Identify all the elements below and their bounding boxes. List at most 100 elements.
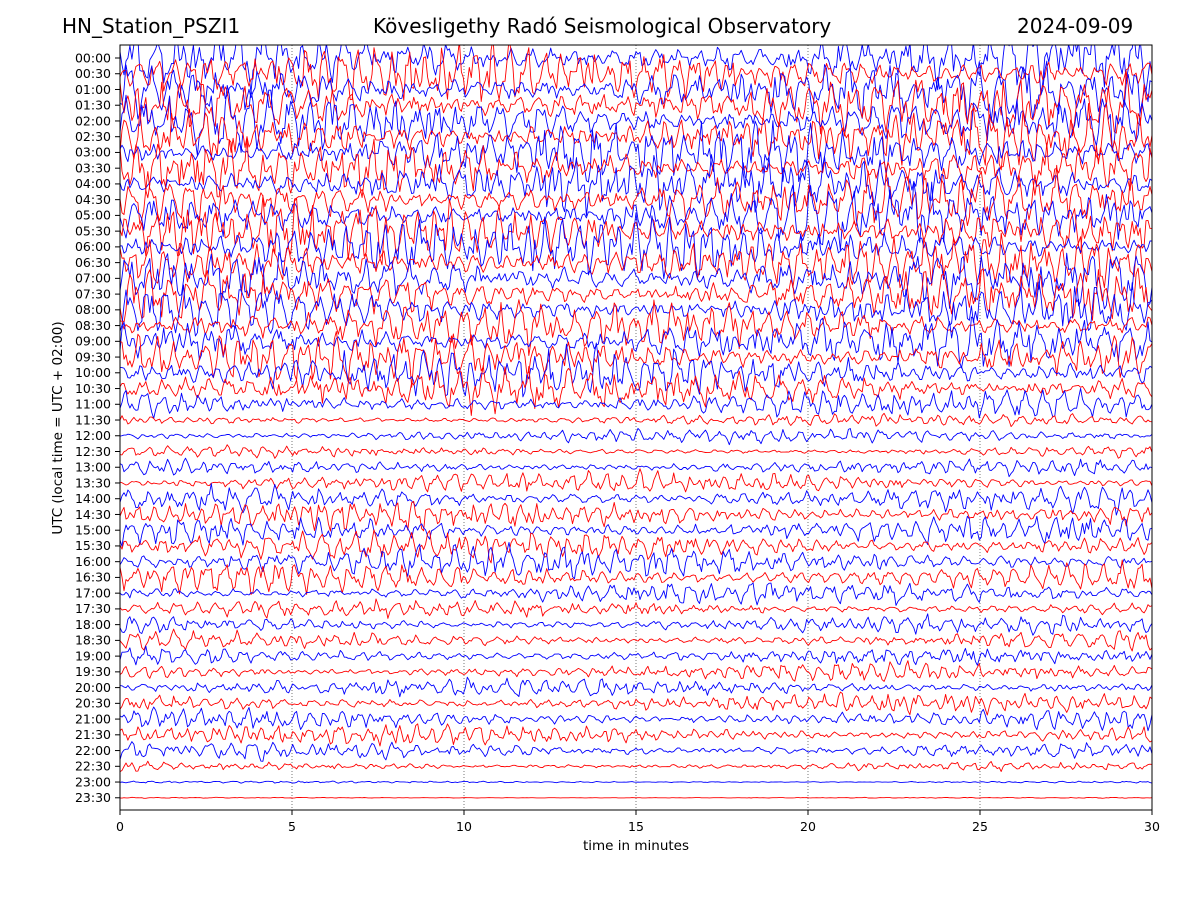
trace-2130: [120, 723, 1152, 747]
trace-2230: [120, 760, 1152, 773]
trace-1200: [120, 427, 1152, 446]
trace-0630: [120, 232, 1152, 289]
trace-1600: [120, 542, 1152, 580]
trace-1800: [120, 613, 1152, 636]
trace-1830: [120, 628, 1152, 652]
y-tick-label: 18:30: [75, 633, 111, 648]
trace-1530: [120, 529, 1152, 564]
y-tick-label: 20:00: [75, 680, 111, 695]
y-tick-label: 06:00: [75, 239, 111, 254]
y-tick-label: 04:30: [75, 192, 111, 207]
y-tick-label: 22:00: [75, 743, 111, 758]
trace-1430: [120, 500, 1152, 532]
x-axis-label: time in minutes: [583, 838, 689, 854]
y-tick-label: 21:30: [75, 727, 111, 742]
y-tick-label: 19:30: [75, 664, 111, 679]
chart-title: Kövesligethy Radó Seismological Observat…: [373, 14, 832, 38]
trace-1300: [120, 457, 1152, 478]
y-tick-label: 14:00: [75, 491, 111, 506]
trace-0330: [120, 137, 1152, 199]
y-tick-label: 16:30: [75, 570, 111, 585]
y-tick-label: 00:00: [75, 50, 111, 65]
x-tick-label: 10: [456, 819, 472, 834]
trace-1500: [120, 515, 1152, 547]
y-tick-label: 01:30: [75, 98, 111, 113]
y-tick-label: 11:00: [75, 397, 111, 412]
y-tick-label: 19:00: [75, 648, 111, 663]
trace-0900: [120, 316, 1152, 369]
trace-1000: [120, 342, 1152, 398]
y-tick-label: 23:30: [75, 790, 111, 805]
y-tick-label: 17:30: [75, 601, 111, 616]
trace-2200: [120, 741, 1152, 762]
trace-1630: [120, 559, 1152, 595]
y-tick-label: 21:00: [75, 711, 111, 726]
trace-0600: [120, 212, 1152, 280]
y-tick-label: 09:30: [75, 349, 111, 364]
chart-date: 2024-09-09: [1017, 14, 1134, 38]
seismogram-traces: [120, 45, 1152, 799]
station-name: HN_Station_PSZI1: [62, 14, 241, 38]
y-tick-label: 11:30: [75, 412, 111, 427]
y-tick-label: 12:00: [75, 428, 111, 443]
trace-0400: [120, 154, 1152, 217]
y-tick-label: 05:00: [75, 208, 111, 223]
trace-1030: [120, 365, 1152, 416]
y-tick-label: 17:00: [75, 585, 111, 600]
trace-1330: [120, 468, 1152, 493]
y-tick-label: 04:00: [75, 176, 111, 191]
x-tick-label: 30: [1144, 819, 1160, 834]
y-axis: 00:0000:3001:0001:3002:0002:3003:0003:30…: [75, 50, 120, 805]
y-tick-label: 15:00: [75, 523, 111, 538]
trace-1700: [120, 582, 1152, 606]
trace-1900: [120, 645, 1152, 666]
y-tick-label: 05:30: [75, 223, 111, 238]
y-tick-label: 22:30: [75, 759, 111, 774]
y-tick-label: 03:00: [75, 145, 111, 160]
trace-0700: [120, 251, 1152, 310]
y-tick-label: 07:30: [75, 286, 111, 301]
y-tick-label: 23:00: [75, 774, 111, 789]
y-tick-label: 14:30: [75, 507, 111, 522]
x-axis: 0 5 10 15 20 25 30: [116, 810, 1160, 834]
y-tick-label: 08:30: [75, 318, 111, 333]
trace-0800: [120, 281, 1152, 337]
trace-2300: [120, 780, 1152, 784]
x-tick-label: 0: [116, 819, 124, 834]
trace-2330: [120, 796, 1152, 799]
trace-2030: [120, 691, 1152, 716]
trace-0200: [120, 84, 1152, 156]
y-tick-label: 12:30: [75, 444, 111, 459]
y-tick-label: 02:00: [75, 113, 111, 128]
y-axis-label: UTC (local time = UTC + 02:00): [50, 321, 66, 534]
x-tick-label: 15: [628, 819, 644, 834]
y-tick-label: 09:00: [75, 334, 111, 349]
y-tick-label: 13:00: [75, 460, 111, 475]
x-tick-label: 5: [288, 819, 296, 834]
y-tick-label: 13:30: [75, 475, 111, 490]
x-tick-label: 20: [800, 819, 816, 834]
y-tick-label: 16:00: [75, 554, 111, 569]
trace-2000: [120, 676, 1152, 698]
trace-1230: [120, 444, 1152, 459]
trace-1930: [120, 660, 1152, 682]
y-tick-label: 03:30: [75, 160, 111, 175]
trace-0730: [120, 267, 1152, 324]
trace-0100: [120, 60, 1152, 125]
y-tick-label: 02:30: [75, 129, 111, 144]
trace-0430: [120, 164, 1152, 227]
trace-1100: [120, 387, 1152, 419]
y-tick-label: 10:30: [75, 381, 111, 396]
trace-0930: [120, 331, 1152, 388]
y-tick-label: 10:00: [75, 365, 111, 380]
y-tick-label: 01:00: [75, 82, 111, 97]
y-tick-label: 06:30: [75, 255, 111, 270]
y-tick-label: 00:30: [75, 66, 111, 81]
trace-2100: [120, 706, 1152, 732]
trace-0830: [120, 299, 1152, 356]
trace-0230: [120, 103, 1152, 171]
y-tick-label: 20:30: [75, 696, 111, 711]
trace-0530: [120, 195, 1152, 266]
trace-1400: [120, 483, 1152, 516]
